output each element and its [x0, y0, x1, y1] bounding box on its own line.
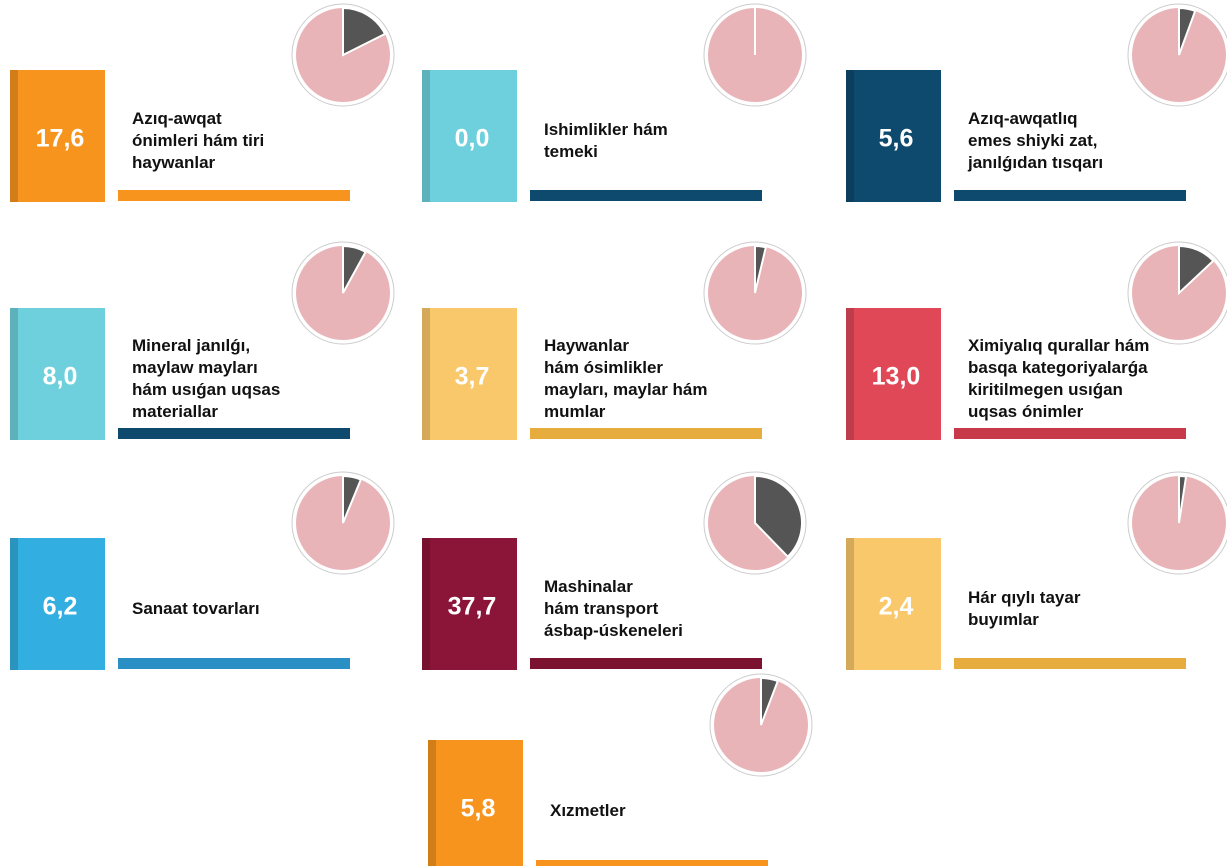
pie-slice	[342, 6, 387, 57]
item-label: Xızmetler	[550, 801, 626, 820]
pie-slice	[342, 244, 368, 294]
value-label: 8,0	[43, 363, 78, 391]
item-label: janılǵıdan tısqarı	[967, 153, 1103, 172]
underline	[530, 190, 762, 201]
pie-slice	[760, 676, 780, 726]
tile	[846, 308, 941, 440]
underline	[530, 428, 762, 439]
item-label: temeki	[544, 142, 598, 161]
tile	[10, 538, 105, 670]
pie-slice	[1178, 6, 1197, 56]
tile	[428, 740, 523, 866]
tile-edge	[846, 538, 854, 670]
card: 13,0 Ximiyalıq qurallar hám basqa kategori…	[846, 241, 1227, 440]
pie-slice	[342, 474, 363, 524]
item-label: mumlar	[544, 402, 606, 421]
item-label: mayları, maylar hám	[544, 380, 707, 399]
value-label: 6,2	[43, 593, 78, 621]
item-label: basqa kategoriyalarǵa	[968, 358, 1148, 377]
tile	[846, 70, 941, 202]
item-label: emes shiyki zat,	[968, 131, 1097, 150]
underline	[954, 658, 1186, 669]
tile	[422, 308, 517, 440]
card: 37,7 Mashinalar hám transport ásbap-úskenel…	[422, 471, 807, 670]
item-label: Ximiyalıq qurallar hám	[968, 336, 1149, 355]
value-label: 5,6	[879, 125, 914, 153]
item-label: Hár qıylı tayar	[968, 588, 1081, 607]
underline	[530, 658, 762, 669]
pie-slice	[1178, 474, 1188, 524]
tile-edge	[10, 308, 18, 440]
tile-edge	[428, 740, 436, 866]
tile-edge	[10, 538, 18, 670]
tile	[10, 308, 105, 440]
item-label: Mashinalar	[544, 577, 633, 596]
item-label: ásbap-úskeneleri	[544, 621, 683, 640]
item-label: Azıq-awqatlıq	[968, 109, 1078, 128]
item-label: hám usıǵan uqsas	[132, 380, 280, 399]
item-label: uqsas ónimler	[968, 402, 1084, 421]
tile-edge	[846, 70, 854, 202]
card: 2,4 Hár qıylı tayar buyımlar	[846, 471, 1227, 670]
value-label: 37,7	[448, 593, 497, 621]
item-label: Mineral janılǵı,	[132, 336, 250, 355]
card: 6,2 Sanaat tovarları	[10, 471, 395, 670]
card: 17,6 Azıq-awqat ónimleri hám tiri haywanlar	[10, 3, 395, 202]
pie-slice	[754, 244, 768, 294]
card: 5,8 Xızmetler	[428, 673, 813, 866]
tile-edge	[422, 308, 430, 440]
pie-slice	[1178, 244, 1215, 296]
underline	[954, 190, 1186, 201]
tile-edge	[10, 70, 18, 202]
item-label: Haywanlar	[544, 336, 629, 355]
underline	[118, 428, 350, 439]
pie-slice	[754, 474, 803, 559]
underline	[954, 428, 1186, 439]
item-label: kiritilmegen usıǵan	[968, 380, 1123, 399]
item-label: Azıq-awqat	[132, 109, 222, 128]
value-label: 13,0	[872, 363, 921, 391]
item-label: haywanlar	[132, 153, 216, 172]
value-label: 2,4	[879, 593, 914, 621]
item-label: buyımlar	[968, 610, 1039, 629]
value-label: 17,6	[36, 125, 85, 153]
value-label: 5,8	[461, 795, 496, 823]
card: 0,0 Ishimlikler hám temeki	[422, 3, 807, 202]
tile	[846, 538, 941, 670]
tile	[422, 538, 517, 670]
item-label: Sanaat tovarları	[132, 599, 260, 618]
tile	[10, 70, 105, 202]
item-label: hám transport	[544, 599, 659, 618]
tile-edge	[846, 308, 854, 440]
item-label: Ishimlikler hám	[544, 120, 668, 139]
item-label: hám ósimlikler	[544, 358, 663, 377]
card: 8,0 Mineral janılǵı, maylaw mayları hám usı…	[10, 241, 395, 440]
item-label: maylaw mayları	[132, 358, 258, 377]
item-label: materiallar	[132, 402, 218, 421]
card: 3,7 Haywanlar hám ósimlikler mayları, mayla…	[422, 241, 807, 440]
tile-edge	[422, 538, 430, 670]
card: 5,6 Azıq-awqatlıq emes shiyki zat, janılǵıd…	[846, 3, 1227, 202]
underline	[118, 658, 350, 669]
tile-edge	[422, 70, 430, 202]
underline	[536, 860, 768, 866]
item-label: ónimleri hám tiri	[132, 131, 264, 150]
value-label: 0,0	[455, 125, 490, 153]
value-label: 3,7	[455, 363, 490, 391]
tile	[422, 70, 517, 202]
underline	[118, 190, 350, 201]
